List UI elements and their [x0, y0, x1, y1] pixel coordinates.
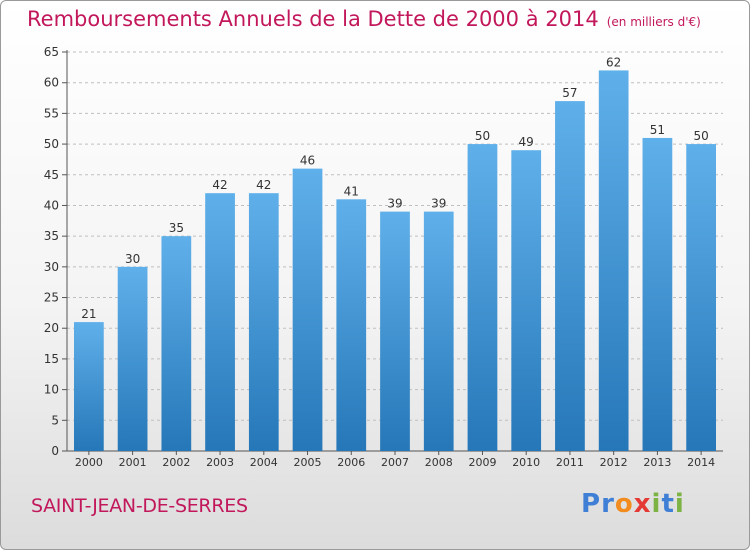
y-tick-label-45: 45 [44, 168, 59, 182]
data-label-2006: 41 [344, 184, 359, 198]
bar-2005 [292, 168, 323, 451]
y-tick-label-60: 60 [44, 76, 59, 90]
labels: 21 2000 30 2001 35 2002 42 2003 42 2004 46 2005 41 20… [75, 55, 715, 469]
bar-2013 [642, 137, 673, 451]
data-label-2008: 39 [431, 197, 446, 211]
x-tick-label-2009: 2009 [468, 456, 496, 469]
commune-name: SAINT-JEAN-DE-SERRES [31, 495, 248, 517]
bar-2011 [555, 101, 585, 451]
logo-letter-6: i [674, 489, 685, 519]
y-tick-label-40: 40 [44, 198, 59, 212]
logo-letter-3: x [633, 489, 652, 519]
y-tick-label-50: 50 [44, 137, 59, 151]
y-tick-label-10: 10 [44, 383, 59, 397]
logo-letter-2: o [614, 489, 634, 519]
data-label-2002: 35 [169, 221, 184, 235]
data-label-2014: 50 [693, 129, 708, 143]
chart-unit-note: (en milliers d'€) [606, 15, 701, 29]
bar-2008 [423, 211, 454, 451]
x-tick-label-2011: 2011 [556, 456, 584, 469]
bar-2010 [511, 150, 542, 451]
x-tick-label-2002: 2002 [162, 456, 190, 469]
bar-2009 [467, 144, 498, 452]
x-tick-label-2004: 2004 [250, 456, 278, 469]
logo-letter-5: t [661, 489, 675, 519]
y-tick-label-30: 30 [44, 260, 59, 274]
y-tick-label-20: 20 [44, 321, 59, 335]
x-tick-label-2013: 2013 [643, 456, 671, 469]
bar-2014 [686, 144, 717, 452]
bar-2006 [336, 199, 367, 451]
logo-letter-4: i [651, 489, 662, 519]
data-label-2011: 57 [562, 86, 577, 100]
x-tick-label-2000: 2000 [75, 456, 103, 469]
data-label-2001: 30 [125, 252, 140, 266]
data-label-2000: 21 [81, 307, 96, 321]
data-label-2004: 42 [256, 178, 271, 192]
x-tick-label-2012: 2012 [600, 456, 628, 469]
logo-letter-0: P [581, 489, 602, 519]
bar-2003 [205, 193, 235, 451]
proxiti-logo: Proxiti [581, 489, 685, 519]
data-label-2013: 51 [650, 123, 665, 137]
x-tick-label-2010: 2010 [512, 456, 540, 469]
bar-2004 [248, 193, 279, 451]
x-tick-label-2006: 2006 [337, 456, 365, 469]
x-tick-label-2003: 2003 [206, 456, 234, 469]
chart-title: Remboursements Annuels de la Dette de 20… [27, 7, 701, 31]
x-tick-label-2007: 2007 [381, 456, 409, 469]
x-tick-label-2014: 2014 [687, 456, 715, 469]
bar-2012 [598, 70, 629, 452]
data-label-2007: 39 [387, 197, 402, 211]
y-tick-label-15: 15 [44, 352, 59, 366]
bar-2001 [117, 266, 148, 451]
y-tick-label-25: 25 [44, 291, 59, 305]
bar-2000 [73, 322, 104, 451]
bar-2007 [380, 211, 410, 451]
x-tick-label-2008: 2008 [425, 456, 453, 469]
y-tick-label-35: 35 [44, 229, 59, 243]
data-label-2009: 50 [475, 129, 490, 143]
data-label-2005: 46 [300, 154, 315, 168]
chart-title-text: Remboursements Annuels de la Dette de 20… [27, 7, 599, 31]
x-tick-label-2005: 2005 [294, 456, 322, 469]
y-tick-label-0: 0 [51, 444, 59, 458]
y-tick-label-65: 65 [44, 45, 59, 59]
data-label-2012: 62 [606, 55, 621, 69]
x-tick-label-2001: 2001 [119, 456, 147, 469]
y-tick-label-5: 5 [51, 413, 59, 427]
data-label-2010: 49 [519, 135, 534, 149]
logo-letter-1: r [601, 489, 615, 519]
bars [73, 70, 717, 452]
bar-2002 [161, 236, 192, 451]
data-label-2003: 42 [212, 178, 227, 192]
y-tick-label-55: 55 [44, 106, 59, 120]
